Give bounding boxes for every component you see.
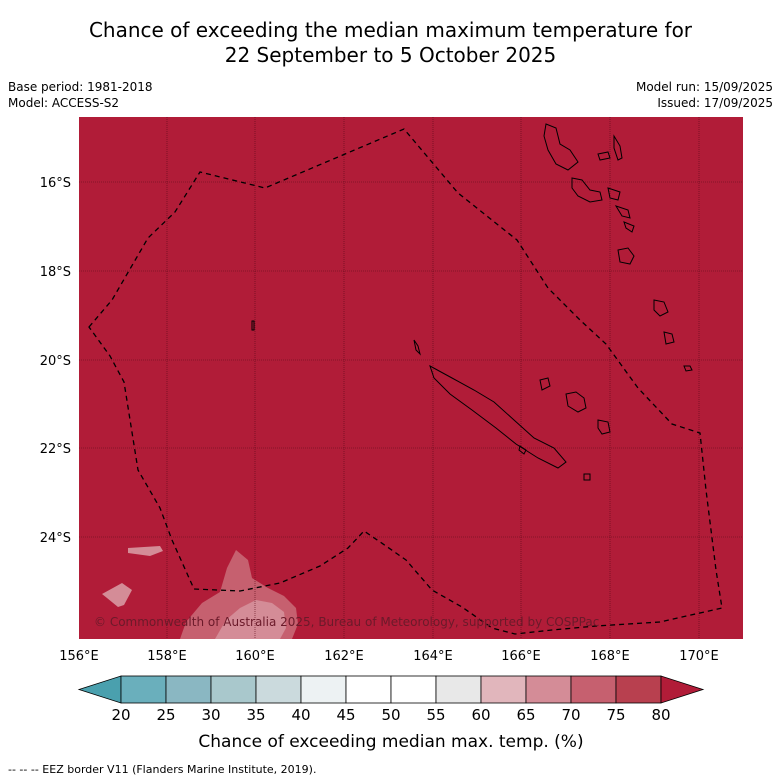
lon-label: 162°E	[324, 649, 364, 664]
colorbar-tick-label: 45	[336, 706, 355, 724]
probability-patch-4	[215, 600, 286, 639]
title-line-2: 22 September to 5 October 2025	[224, 43, 557, 67]
colorbar-tick-label: 55	[426, 706, 445, 724]
colorbar-segment	[435, 675, 482, 704]
colorbar-segment	[480, 675, 527, 704]
colorbar-tick-label: 75	[606, 706, 625, 724]
lon-tick-labels: 156°E 158°E 160°E 162°E 164°E 166°E 168°…	[59, 649, 719, 664]
colorbar-tick-label: 70	[561, 706, 580, 724]
colorbar-segment	[525, 675, 572, 704]
colorbar-segment	[255, 675, 302, 704]
colorbar-extend-high	[660, 675, 705, 704]
lat-tick-labels: 16°S 18°S 20°S 22°S 24°S	[40, 176, 71, 546]
issued-text: Issued: 17/09/2025	[657, 96, 773, 110]
lat-label: 20°S	[40, 354, 71, 369]
colorbar-title: Chance of exceeding median max. temp. (%…	[198, 732, 583, 752]
map-background	[79, 117, 743, 639]
lon-label: 160°E	[235, 649, 275, 664]
lon-label: 158°E	[147, 649, 187, 664]
base-period-text: Base period: 1981-2018	[8, 80, 153, 94]
map-gridlines	[79, 117, 743, 639]
malakula-coast	[571, 177, 603, 203]
eez-footer-note: -- -- -- EEZ border V11 (Flanders Marine…	[8, 763, 317, 776]
meta-left: Base period: 1981-2018 Model: ACCESS-S2	[8, 79, 153, 111]
new-caledonia-coast	[429, 364, 567, 469]
colorbar-tick-label: 30	[201, 706, 220, 724]
colorbar-tick-label: 35	[246, 706, 265, 724]
lon-label: 170°E	[679, 649, 719, 664]
colorbar-segment	[120, 675, 167, 704]
lat-label: 18°S	[40, 265, 71, 280]
colorbar	[77, 675, 705, 704]
mare-coast	[597, 419, 611, 435]
lon-label: 168°E	[590, 649, 630, 664]
ouvea-coast	[539, 377, 551, 391]
efate-coast	[617, 247, 635, 265]
colorbar-segment	[570, 675, 617, 704]
probability-patch-2	[102, 583, 132, 607]
colorbar-segment	[345, 675, 392, 704]
colorbar-tick-label: 80	[651, 706, 670, 724]
colorbar-tick-label: 20	[111, 706, 130, 724]
lat-label: 24°S	[40, 531, 71, 546]
lon-label: 164°E	[413, 649, 453, 664]
lifou-coast	[565, 391, 587, 413]
colorbar-tick-label: 60	[471, 706, 490, 724]
eez-border	[88, 128, 723, 635]
lat-label: 16°S	[40, 176, 71, 191]
colorbar-tick-label: 65	[516, 706, 535, 724]
model-text: Model: ACCESS-S2	[8, 96, 120, 110]
colorbar-extend-low	[77, 675, 122, 704]
lon-label: 156°E	[59, 649, 99, 664]
espiritu-santo-coast	[543, 123, 579, 171]
colorbar-segment	[390, 675, 437, 704]
meta-right: Model run: 15/09/2025 Issued: 17/09/2025	[636, 79, 773, 111]
colorbar-tick-label: 25	[156, 706, 175, 724]
coastlines	[251, 123, 693, 481]
title-line-1: Chance of exceeding the median maximum t…	[88, 18, 693, 42]
probability-patch-1	[128, 546, 163, 556]
colorbar-segment	[615, 675, 662, 704]
colorbar-segment	[165, 675, 212, 704]
colorbar-segment	[300, 675, 347, 704]
colorbar-segment	[210, 675, 257, 704]
colorbar-tick-label: 50	[381, 706, 400, 724]
colorbar-labels: 20 25 30 35 40 45 50 55 60 65 70 75 80	[111, 706, 670, 724]
lat-label: 22°S	[40, 442, 71, 457]
copyright-text: © Commonwealth of Australia 2025, Bureau…	[94, 615, 599, 629]
lon-label: 166°E	[501, 649, 541, 664]
map-title: Chance of exceeding the median maximum t…	[0, 18, 781, 68]
model-run-text: Model run: 15/09/2025	[635, 80, 773, 94]
colorbar-tick-label: 40	[291, 706, 310, 724]
